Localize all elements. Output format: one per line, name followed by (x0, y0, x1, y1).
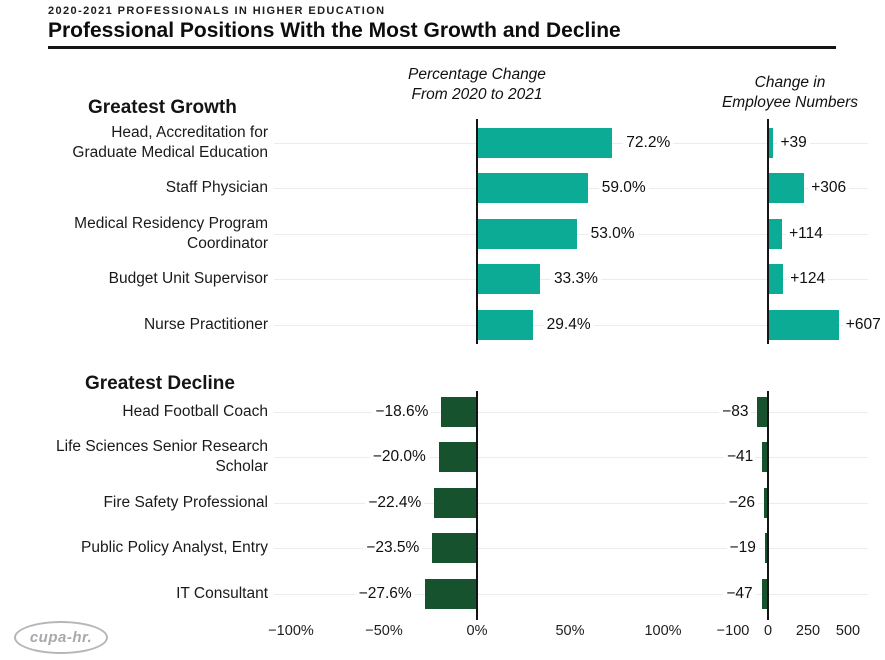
num-bar (769, 218, 783, 249)
row-label: Public Policy Analyst, Entry (0, 525, 268, 571)
num-value: +124 (787, 268, 829, 291)
num-bar (769, 309, 839, 340)
pct-bar (478, 218, 577, 249)
title-underline (48, 46, 836, 49)
num-bar (769, 264, 784, 295)
pct-zero-axis-growth (476, 119, 478, 344)
pct-value: 29.4% (543, 313, 594, 336)
num-value: +607 (842, 313, 884, 336)
pct-axis-tick-label: −50% (365, 623, 403, 639)
pct-axis-tick-label: −100% (268, 623, 314, 639)
pct-axis-tick-label: 100% (644, 623, 682, 639)
row-gridline (274, 502, 868, 504)
pct-value: 53.0% (587, 222, 638, 245)
pct-axis-tick-label: 50% (555, 623, 585, 639)
page-title: Professional Positions With the Most Gro… (48, 19, 621, 42)
section-heading-growth: Greatest Growth (88, 97, 237, 118)
pct-axis-tick-decline (476, 614, 478, 620)
num-zero-axis-growth (767, 119, 769, 344)
pct-bar (478, 128, 613, 158)
pct-value: 59.0% (598, 177, 649, 200)
pct-bar (478, 264, 540, 295)
column-header-employee-numbers: Change in Employee Numbers (721, 74, 859, 111)
report-eyebrow: 2020-2021 PROFESSIONALS IN HIGHER EDUCAT… (48, 5, 386, 17)
logo-text: cupa-hr. (29, 629, 93, 646)
row-gridline (274, 457, 868, 459)
pct-bar (434, 487, 476, 518)
row-label-text: Head Football Coach (122, 403, 268, 420)
row-gridline (274, 593, 868, 595)
num-axis-tick-label: −100 (716, 623, 750, 639)
row-label-text: Budget Unit Supervisor (108, 270, 268, 288)
num-value: −19 (726, 537, 759, 560)
num-bar (761, 578, 767, 609)
num-value: +114 (786, 222, 826, 245)
num-zero-axis-decline (767, 391, 769, 614)
row-label: Head Football Coach (0, 389, 268, 435)
num-axis-tick-label: 0 (763, 623, 773, 639)
row-label-text: Nurse Practitioner (143, 315, 268, 333)
row-label: Staff Physician (0, 165, 268, 211)
row-label: Budget Unit Supervisor (0, 256, 268, 302)
pct-bar (478, 309, 533, 340)
pct-value: −27.6% (355, 582, 415, 605)
num-axis-tick-label: 250 (795, 623, 821, 639)
row-label: IT Consultant (0, 571, 268, 617)
pct-value: −22.4% (365, 491, 425, 514)
num-value: +39 (777, 132, 810, 154)
row-label-text: Medical Residency Program Coordinator (74, 214, 268, 252)
pct-bar (438, 442, 476, 473)
row-label: Life Sciences Senior Research Scholar (0, 434, 268, 480)
pct-value: −23.5% (363, 537, 423, 560)
num-value: +306 (808, 177, 850, 200)
row-label: Nurse Practitioner (0, 302, 268, 348)
num-bar (769, 173, 805, 204)
num-bar (764, 533, 767, 564)
pct-bar (424, 578, 476, 609)
pct-bar (478, 173, 588, 204)
num-bar (757, 397, 767, 427)
section-heading-decline: Greatest Decline (85, 373, 235, 394)
pct-value: −20.0% (369, 446, 429, 469)
row-label: Medical Residency Program Coordinator (0, 211, 268, 257)
num-value: −83 (719, 401, 752, 423)
row-gridline (274, 548, 868, 550)
row-label: Head, Accreditation for Graduate Medical… (0, 120, 268, 166)
pct-value: −18.6% (372, 401, 432, 423)
num-bar (764, 487, 767, 518)
num-value: −26 (725, 491, 759, 514)
pct-bar (441, 397, 476, 427)
num-axis-tick-label: 500 (835, 623, 861, 639)
row-label-text: IT Consultant (176, 584, 268, 602)
pct-zero-axis-decline (476, 391, 478, 614)
num-axis-tick-decline (767, 614, 769, 620)
row-gridline (274, 412, 868, 413)
row-label-text: Fire Safety Professional (103, 493, 268, 511)
pct-bar (432, 533, 476, 564)
row-label-text: Public Policy Analyst, Entry (81, 539, 268, 557)
row-label-text: Life Sciences Senior Research Scholar (56, 438, 268, 476)
num-value: −41 (724, 446, 757, 469)
num-bar (762, 442, 767, 473)
column-header-percentage-change: Percentage Change From 2020 to 2021 (408, 66, 546, 103)
cupa-hr-logo: cupa-hr. (14, 621, 108, 654)
row-label-text: Staff Physician (165, 179, 268, 197)
pct-value: 33.3% (550, 268, 601, 291)
num-bar (769, 128, 774, 158)
row-label-text: Head, Accreditation for Graduate Medical… (72, 124, 268, 161)
num-value: −47 (723, 582, 756, 605)
row-label: Fire Safety Professional (0, 480, 268, 526)
pct-value: 72.2% (623, 132, 674, 154)
pct-axis-tick-label: 0% (466, 623, 488, 639)
